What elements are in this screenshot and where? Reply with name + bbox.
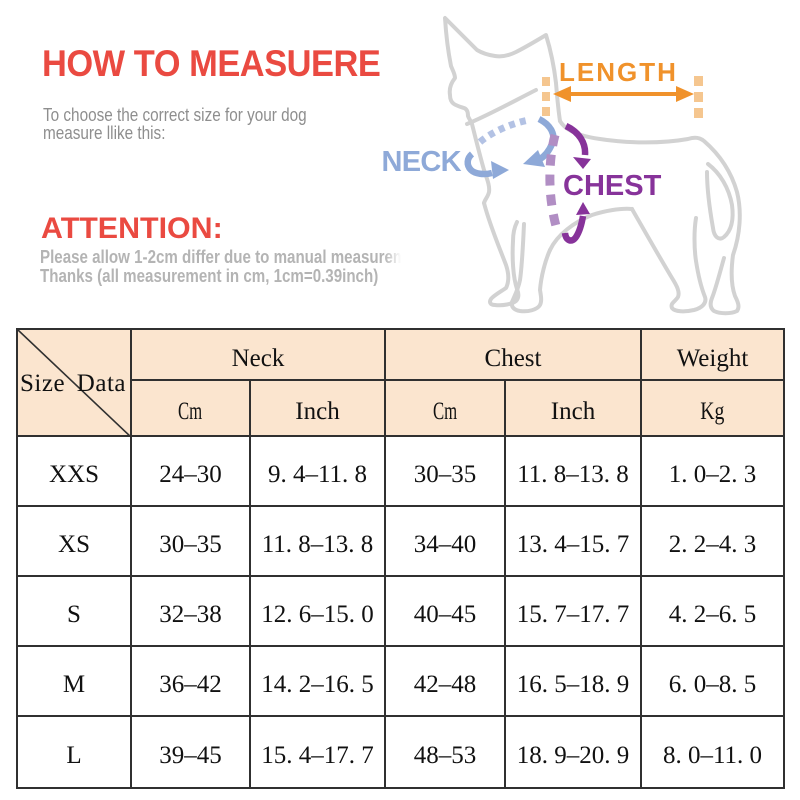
svg-text:LENGTH: LENGTH bbox=[559, 57, 678, 87]
svg-text:NECK: NECK bbox=[382, 146, 462, 178]
svg-text:CHEST: CHEST bbox=[563, 170, 662, 202]
